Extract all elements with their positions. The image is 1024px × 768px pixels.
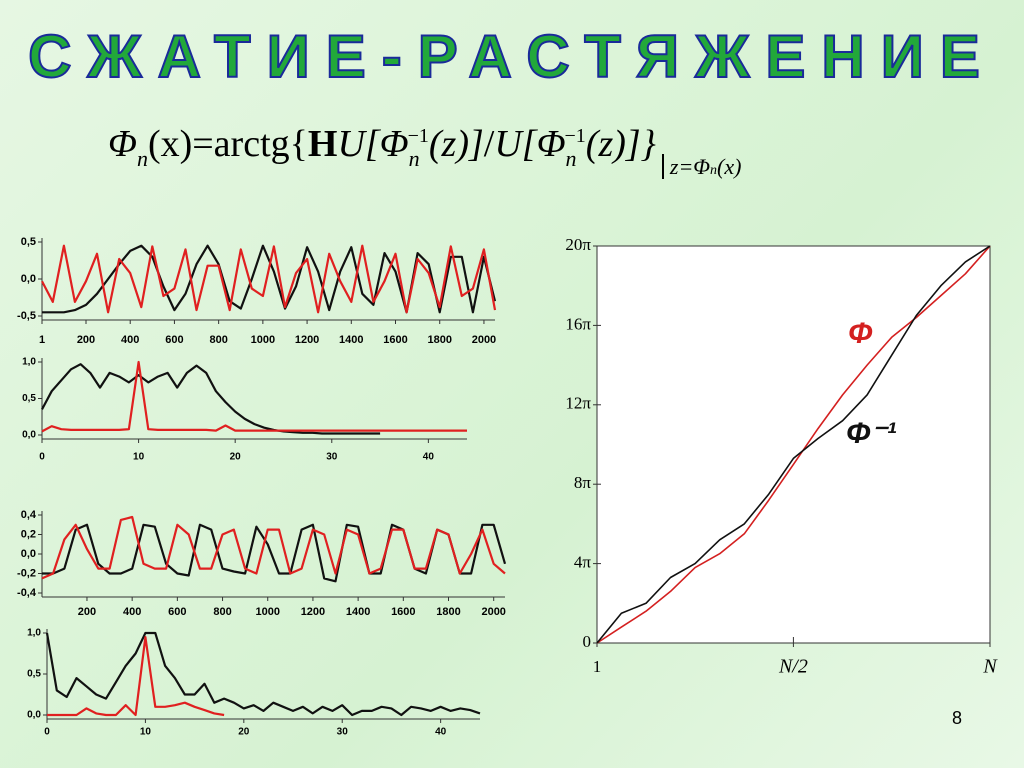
formula-part: (z)]: [428, 123, 484, 165]
x-tick-label: 0: [39, 452, 45, 463]
series-line: [596, 245, 991, 644]
plot-frame: [596, 245, 991, 644]
x-tick-label: 1800: [427, 334, 451, 346]
formula: Φn(x)=arctg{HU[Φn−1(z)]/U[Φn−1(z)]}z=Φn(…: [108, 122, 742, 180]
x-tick-label: 10: [133, 452, 145, 463]
y-tick-label: 16π: [565, 314, 591, 333]
y-tick-label: 0,5: [22, 393, 36, 404]
series-line: [41, 360, 467, 433]
formula-part: (z)]}: [585, 123, 656, 165]
x-tick-label: 2000: [472, 334, 496, 346]
x-tick-label: 1400: [339, 334, 363, 346]
slide-title: СЖАТИЕ-РАСТЯЖЕНИЕ: [27, 22, 996, 91]
y-tick-label: 0,0: [22, 430, 36, 441]
x-tick-label: 1200: [301, 606, 325, 618]
x-tick-label: 600: [168, 606, 186, 618]
y-tick-label: 12π: [565, 394, 591, 413]
formula-part: n: [136, 146, 148, 171]
x-tick-label: 30: [326, 452, 338, 463]
y-tick-label: 0: [583, 632, 592, 651]
x-tick-label: 20: [230, 452, 242, 463]
x-tick-label: 1600: [383, 334, 407, 346]
slide-number: 8: [952, 708, 963, 728]
y-tick-label: 0,2: [21, 528, 36, 540]
y-tick-label: 4π: [574, 553, 592, 572]
x-tick-label: 2000: [481, 606, 505, 618]
x-tick-label: 800: [209, 334, 227, 346]
x-tick-label: 1000: [251, 334, 275, 346]
x-tick-label: 20: [238, 727, 250, 738]
y-tick-label: 8π: [574, 473, 592, 492]
x-tick-label: 30: [337, 727, 349, 738]
series-line: [45, 631, 481, 717]
formula-part: /: [483, 123, 495, 165]
y-tick-label: 0,0: [27, 710, 41, 721]
y-tick-label: -0,5: [17, 310, 36, 322]
x-tick-label: 1: [593, 657, 602, 676]
x-tick-label: 1000: [255, 606, 279, 618]
series-line: [41, 244, 497, 314]
formula-part: n: [710, 163, 718, 178]
formula-part: Φ: [379, 123, 409, 165]
formula-part: Φ: [536, 123, 566, 165]
formula-part: (x)=arctg{: [147, 123, 308, 165]
x-tick-label: 1800: [436, 606, 460, 618]
y-tick-label: 0,0: [21, 548, 36, 560]
series-line: [47, 636, 225, 717]
formula-part: (x): [717, 154, 742, 179]
formula-part: −1: [564, 125, 586, 147]
formula-part: U[: [337, 123, 380, 165]
x-tick-label: 0: [44, 727, 50, 738]
series-line: [42, 523, 507, 583]
x-tick-label: 40: [423, 452, 435, 463]
series-line: [41, 363, 381, 435]
formula-part: H: [307, 123, 338, 165]
x-tick-label: 1400: [346, 606, 370, 618]
x-tick-label: 1: [39, 334, 45, 346]
series-label: Φ: [848, 317, 873, 350]
formula-part: −1: [407, 125, 429, 147]
x-tick-label: N/2: [778, 656, 808, 678]
x-tick-label: 10: [140, 727, 152, 738]
y-tick-label: 0,0: [21, 273, 36, 285]
x-tick-label: 400: [121, 334, 139, 346]
y-tick-label: -0,4: [17, 587, 37, 599]
y-tick-label: 1,0: [27, 628, 41, 639]
formula-part: Φ: [108, 123, 137, 165]
x-tick-label: 400: [123, 606, 141, 618]
formula-part: z=Φn(x): [661, 154, 742, 179]
x-tick-label: N: [982, 656, 998, 678]
formula-part: n: [408, 146, 420, 171]
series-line: [41, 515, 506, 580]
y-tick-label: 1,0: [22, 357, 36, 368]
x-tick-label: 800: [213, 606, 231, 618]
formula-part: z=Φ: [669, 154, 711, 179]
formula-part: n: [565, 146, 577, 171]
y-tick-label: 0,5: [21, 236, 36, 248]
x-tick-label: 1200: [295, 334, 319, 346]
y-tick-label: 0,5: [27, 669, 41, 680]
series-label: Φ⁻¹: [846, 417, 897, 450]
formula-part: U[: [494, 123, 537, 165]
x-tick-label: 1600: [391, 606, 415, 618]
x-tick-label: 200: [78, 606, 96, 618]
series-line: [596, 245, 991, 644]
x-tick-label: 200: [77, 334, 95, 346]
y-tick-label: -0,2: [17, 567, 36, 579]
x-tick-label: 600: [165, 334, 183, 346]
y-tick-label: 20π: [565, 235, 591, 254]
y-tick-label: 0,4: [21, 509, 37, 521]
x-tick-label: 40: [435, 727, 447, 738]
